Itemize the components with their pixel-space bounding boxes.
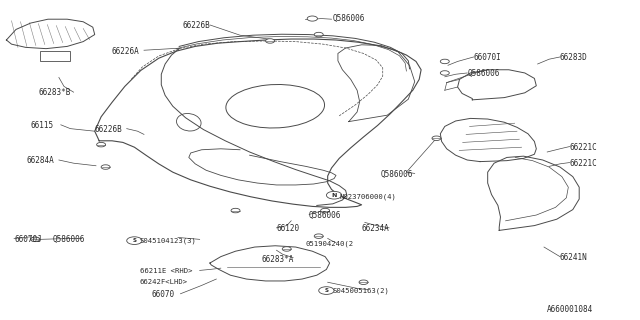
Text: 66070: 66070 bbox=[152, 290, 175, 299]
Circle shape bbox=[266, 39, 275, 43]
Text: 66234A: 66234A bbox=[362, 224, 389, 233]
Circle shape bbox=[319, 287, 334, 294]
Text: 66221C: 66221C bbox=[570, 143, 597, 152]
Text: 66283*A: 66283*A bbox=[261, 255, 294, 264]
Circle shape bbox=[440, 59, 449, 64]
Text: 66070I: 66070I bbox=[474, 53, 501, 62]
Text: 66226A: 66226A bbox=[112, 47, 140, 56]
Text: 66070J: 66070J bbox=[14, 235, 42, 244]
Circle shape bbox=[31, 237, 40, 242]
Text: 66241N: 66241N bbox=[560, 253, 588, 262]
Text: 66283*B: 66283*B bbox=[38, 88, 71, 97]
Text: S: S bbox=[324, 288, 328, 293]
Text: 66115: 66115 bbox=[31, 121, 54, 130]
Circle shape bbox=[31, 237, 40, 242]
Text: A660001084: A660001084 bbox=[547, 305, 593, 314]
Text: S045005163(2): S045005163(2) bbox=[333, 287, 390, 294]
Circle shape bbox=[282, 247, 291, 251]
Circle shape bbox=[314, 234, 323, 238]
Circle shape bbox=[97, 142, 106, 147]
Text: 051904240(2: 051904240(2 bbox=[306, 241, 354, 247]
Text: Q586006: Q586006 bbox=[467, 69, 500, 78]
Text: 66120: 66120 bbox=[276, 224, 300, 233]
Text: Q586006: Q586006 bbox=[309, 211, 342, 220]
Text: 66211E <RHD>: 66211E <RHD> bbox=[140, 268, 192, 274]
Text: 66226B: 66226B bbox=[95, 125, 122, 134]
Circle shape bbox=[314, 32, 323, 37]
Text: S045104123(3): S045104123(3) bbox=[140, 237, 196, 244]
Circle shape bbox=[432, 136, 441, 140]
Text: N023706000(4): N023706000(4) bbox=[339, 194, 396, 200]
Text: Q586006: Q586006 bbox=[52, 235, 85, 244]
Text: N: N bbox=[332, 193, 337, 198]
Circle shape bbox=[359, 280, 368, 284]
Text: Q586006: Q586006 bbox=[333, 14, 365, 23]
Text: 66284A: 66284A bbox=[27, 156, 54, 165]
Circle shape bbox=[440, 71, 449, 75]
Circle shape bbox=[326, 191, 342, 199]
Circle shape bbox=[101, 165, 110, 169]
FancyBboxPatch shape bbox=[40, 51, 70, 61]
Circle shape bbox=[321, 208, 330, 213]
Text: 66242F<LHD>: 66242F<LHD> bbox=[140, 279, 188, 285]
Text: S: S bbox=[132, 238, 136, 243]
Circle shape bbox=[307, 16, 317, 21]
Text: Q586006: Q586006 bbox=[381, 170, 413, 179]
Circle shape bbox=[231, 208, 240, 213]
Text: 66283D: 66283D bbox=[560, 53, 588, 62]
Text: 66221C: 66221C bbox=[570, 159, 597, 168]
Circle shape bbox=[127, 237, 142, 244]
Text: 66226B: 66226B bbox=[182, 21, 210, 30]
